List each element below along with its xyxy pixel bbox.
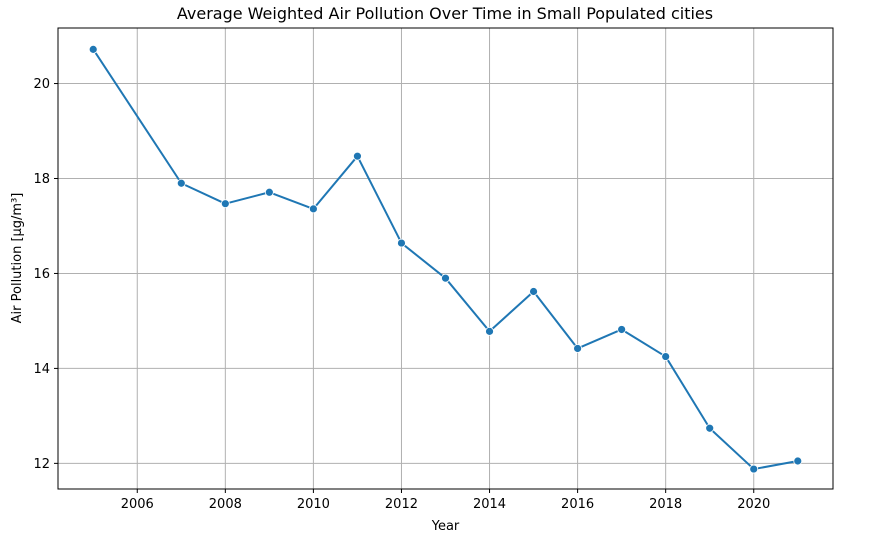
gridlines <box>58 28 833 489</box>
x-tick-label: 2014 <box>473 497 506 512</box>
x-axis-ticks: 2006 2008 2010 2012 2014 2016 2018 2020 <box>121 489 770 512</box>
data-series <box>88 44 803 474</box>
data-point <box>176 178 186 188</box>
data-point <box>353 151 362 161</box>
y-tick-label: 12 <box>33 457 50 472</box>
data-point <box>529 287 538 296</box>
data-point <box>705 423 715 433</box>
plot-area-frame <box>57 27 834 490</box>
x-tick-label: 2012 <box>385 497 418 512</box>
x-tick-label: 2010 <box>297 497 330 512</box>
data-point <box>617 325 627 334</box>
chart-title: Average Weighted Air Pollution Over Time… <box>177 4 713 23</box>
data-point <box>220 199 230 209</box>
x-axis-label: Year <box>431 519 460 534</box>
data-point <box>573 344 583 353</box>
data-point <box>661 352 671 361</box>
y-axis-ticks: 12 14 16 18 20 <box>33 77 58 472</box>
data-point <box>308 204 318 214</box>
y-tick-label: 14 <box>33 362 50 377</box>
x-tick-label: 2020 <box>737 497 770 512</box>
data-point <box>749 464 759 474</box>
x-tick-label: 2006 <box>121 497 154 512</box>
data-point <box>397 238 406 248</box>
data-point <box>88 44 98 54</box>
y-tick-label: 18 <box>33 172 50 187</box>
data-point <box>793 456 803 466</box>
y-tick-label: 16 <box>33 267 50 282</box>
x-tick-label: 2018 <box>649 497 682 512</box>
data-point <box>264 187 274 197</box>
y-tick-label: 20 <box>33 77 50 92</box>
data-point <box>485 326 494 336</box>
x-tick-label: 2008 <box>209 497 242 512</box>
y-axis-label: Air Pollution [µg/m³] <box>10 193 25 324</box>
series-line <box>92 48 798 471</box>
data-point <box>441 273 450 283</box>
x-tick-label: 2016 <box>561 497 594 512</box>
